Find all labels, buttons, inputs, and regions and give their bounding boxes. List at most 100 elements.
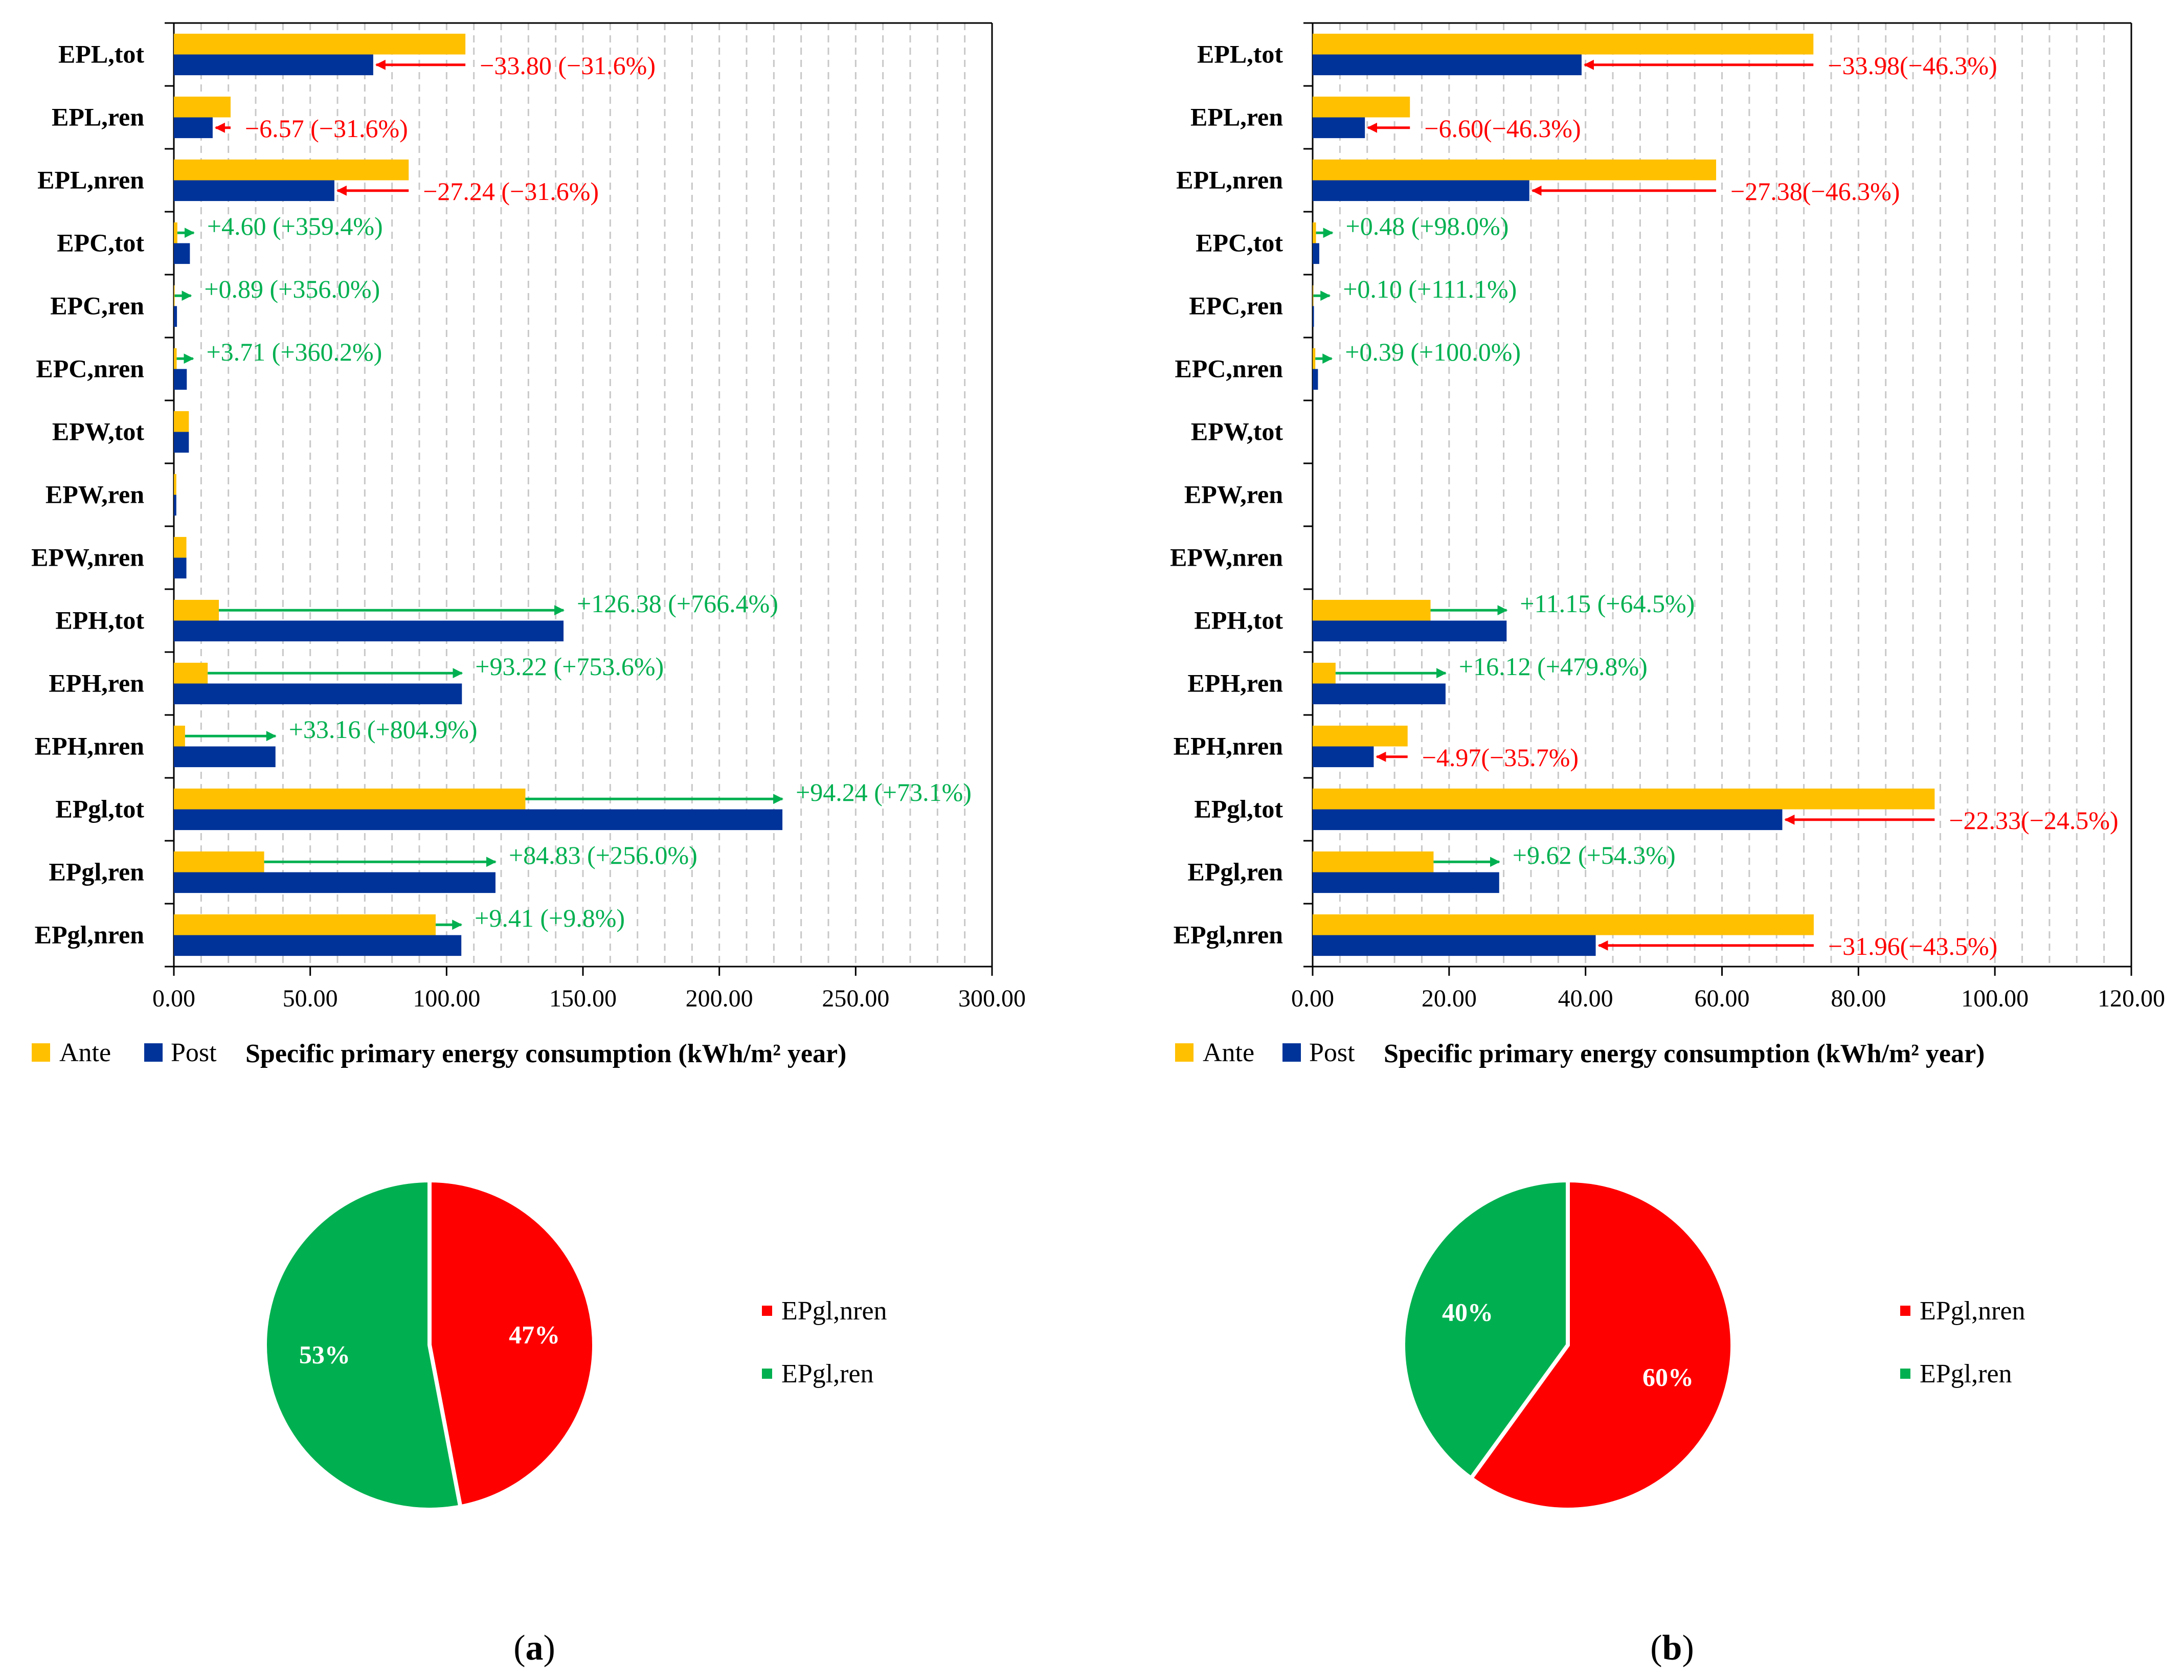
change-label: −31.96(−43.5%) — [1828, 932, 1997, 960]
bar-post — [174, 369, 187, 390]
category-label: EPH,ren — [49, 669, 144, 698]
change-label: +126.38 (+766.4%) — [577, 589, 778, 618]
x-tick-label: 0.00 — [1291, 985, 1334, 1012]
bar-post — [1313, 117, 1365, 139]
x-tick-label: 20.00 — [1422, 985, 1477, 1012]
x-tick-label: 40.00 — [1558, 985, 1613, 1012]
bar-post — [1313, 306, 1314, 327]
category-label: EPW,ren — [1184, 480, 1283, 509]
bar-legend-b: Ante Post Specific primary energy consum… — [1175, 1038, 1985, 1068]
pie-value-label: 40% — [1442, 1297, 1493, 1326]
category-label: EPC,tot — [57, 229, 144, 257]
bar-post — [174, 683, 462, 705]
change-label: +16.12 (+479.8%) — [1459, 652, 1648, 681]
bar-post — [1313, 243, 1319, 264]
change-label: +0.39 (+100.0%) — [1345, 338, 1521, 366]
category-label: EPC,nren — [1175, 354, 1283, 383]
bar-post — [174, 620, 564, 642]
bar-post — [1313, 620, 1507, 642]
legend-label-ante: Ante — [59, 1038, 111, 1067]
category-label: EPW,tot — [52, 417, 144, 446]
legend-label-post: Post — [171, 1038, 217, 1067]
category-label: EPW,nren — [31, 543, 144, 572]
change-label: +9.41 (+9.8%) — [475, 904, 625, 932]
category-label: EPL,nren — [1176, 166, 1283, 194]
pie-chart-a: 47% 53% — [263, 1178, 597, 1512]
x-axis-title-b: Specific primary energy consumption (kWh… — [1384, 1039, 1985, 1068]
bar-post — [1313, 180, 1529, 201]
bar-ante — [1313, 851, 1434, 872]
bar-post — [174, 557, 187, 579]
change-label: +0.48 (+98.0%) — [1346, 212, 1509, 240]
bar-legend-a: Ante Post Specific primary energy consum… — [32, 1038, 846, 1068]
category-label: EPgl,nren — [35, 921, 145, 949]
bar-ante — [174, 536, 187, 558]
bar-post — [174, 117, 213, 139]
bar-post — [174, 180, 334, 201]
bar-post — [1313, 935, 1596, 956]
change-label: −33.80 (−31.6%) — [480, 51, 656, 80]
legend-swatch-post — [144, 1043, 163, 1062]
change-label: −27.24 (−31.6%) — [423, 177, 599, 206]
bar-ante — [1313, 96, 1410, 118]
category-label: EPH,nren — [35, 732, 145, 760]
legend-label-ante: Ante — [1203, 1038, 1254, 1067]
legend-swatch-ante — [32, 1043, 50, 1062]
pie-legend-swatch-nren — [762, 1306, 772, 1316]
bar-post — [174, 495, 176, 516]
bar-post — [1313, 369, 1318, 390]
change-label: −4.97(−35.7%) — [1422, 743, 1579, 772]
bar-post — [1313, 746, 1374, 768]
change-label: +94.24 (+73.1%) — [796, 778, 972, 807]
bar-ante — [174, 599, 219, 621]
category-label: EPH,ren — [1187, 669, 1283, 698]
bar-post — [174, 872, 496, 893]
bar-post — [1313, 54, 1582, 76]
pie-legend-a: EPgl,nren EPgl,ren — [762, 1296, 887, 1388]
change-label: −6.57 (−31.6%) — [245, 114, 408, 143]
change-label: −33.98(−46.3%) — [1828, 51, 1997, 80]
x-tick-label: 100.00 — [1961, 985, 2029, 1012]
bar-post — [174, 432, 189, 453]
change-label: +9.62 (+54.3%) — [1513, 841, 1676, 869]
pie-chart-b: 60% 40% — [1401, 1178, 1735, 1512]
x-tick-label: 250.00 — [822, 985, 889, 1012]
pie-legend-label-nren: EPgl,nren — [1920, 1296, 2025, 1326]
bar-ante — [174, 96, 231, 118]
x-tick-label: 300.00 — [958, 985, 1026, 1012]
category-label: EPgl,ren — [1187, 858, 1283, 886]
bar-post — [174, 935, 462, 956]
change-label: +3.71 (+360.2%) — [206, 338, 382, 366]
bar-chart-a: 0.00 50.00 100.00 150.00 200.00 250.00 300.00 E… — [31, 22, 1026, 1012]
bar-ante — [174, 33, 466, 55]
panel-tag-b: (b) — [1650, 1628, 1694, 1668]
category-label: EPC,nren — [36, 354, 144, 383]
x-tick-label: 50.00 — [283, 985, 338, 1012]
pie-legend-b: EPgl,nren EPgl,ren — [1900, 1296, 2025, 1388]
bar-post — [1313, 872, 1499, 893]
x-tick-label: 200.00 — [686, 985, 753, 1012]
category-label: EPL,tot — [58, 40, 144, 69]
legend-label-post: Post — [1309, 1038, 1355, 1067]
pie-value-label: 53% — [299, 1340, 350, 1369]
x-tick-label: 80.00 — [1831, 985, 1886, 1012]
category-label: EPgl,ren — [49, 858, 144, 886]
category-label: EPL,tot — [1197, 40, 1283, 69]
category-label: EPL,ren — [52, 103, 144, 131]
bar-ante — [1313, 725, 1408, 747]
legend-swatch-ante — [1175, 1043, 1194, 1062]
x-tick-label: 0.00 — [152, 985, 195, 1012]
panel-tag-a: (a) — [513, 1628, 555, 1668]
category-label: EPH,nren — [1174, 732, 1284, 760]
bar-ante — [174, 159, 409, 181]
bar-ante — [174, 348, 177, 369]
bar-chart-b: 0.00 20.00 40.00 60.00 80.00 100.00 120.00 EPL,… — [1170, 22, 2165, 1012]
bar-post — [174, 809, 783, 831]
change-label: −27.38(−46.3%) — [1730, 177, 1900, 206]
category-label: EPC,ren — [50, 292, 144, 320]
x-tick-label: 150.00 — [549, 985, 617, 1012]
bar-ante — [174, 411, 189, 432]
pie-legend-label-ren: EPgl,ren — [781, 1359, 874, 1388]
bar-ante — [1313, 159, 1717, 181]
pie-slice — [427, 1178, 597, 1509]
